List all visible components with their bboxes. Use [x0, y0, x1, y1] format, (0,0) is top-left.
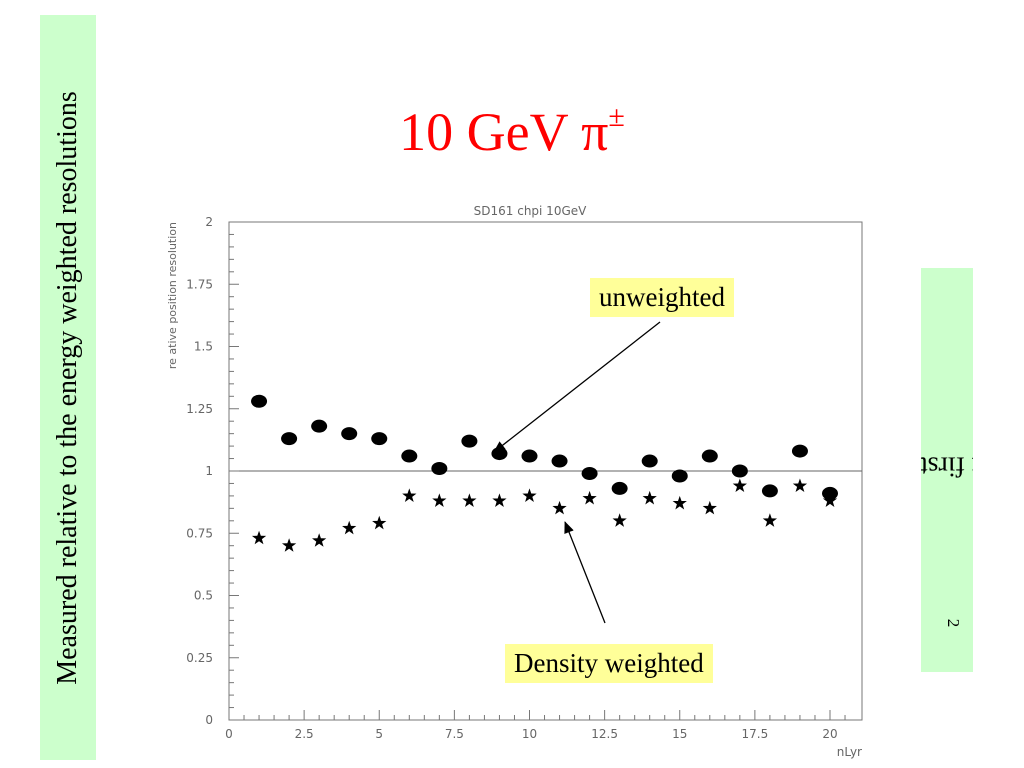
density-weighted-point [672, 495, 687, 510]
slide-title: 10 GeV π± [0, 100, 1024, 162]
density-weighted-point [732, 478, 747, 493]
left-note-box: Measured relative to the energy weighted… [40, 15, 96, 760]
y-tick-label: 0.5 [194, 589, 213, 603]
unweighted-point [311, 419, 328, 433]
y-tick-label: 0.75 [186, 526, 213, 540]
density-weighted-callout: Density weighted [505, 644, 713, 684]
density-weighted-point [372, 515, 387, 530]
x-tick-label: 10 [522, 727, 537, 741]
x-tick-label: 7.5 [445, 727, 464, 741]
x-tick-label: 17.5 [742, 727, 769, 741]
unweighted-point [611, 481, 628, 495]
density-weighted-point [582, 490, 597, 505]
density-weighted-point [492, 493, 507, 507]
x-tick-label: 5 [375, 727, 383, 741]
density-weighted-point [702, 500, 717, 515]
unweighted-point [431, 462, 448, 476]
unweighted-point [521, 449, 538, 463]
slide-title-text: 10 GeV π [399, 102, 609, 162]
unweighted-point [371, 432, 388, 446]
x-tick-label: 15 [672, 727, 687, 741]
density-weighted-point [792, 478, 808, 493]
y-tick-label: 0.25 [186, 651, 213, 665]
y-tick-label: 0 [205, 713, 213, 727]
unweighted-point [641, 454, 658, 468]
unweighted-point [401, 449, 418, 463]
y-tick-label: 1.25 [186, 402, 213, 416]
density-weighted-point [342, 520, 357, 535]
density-weighted-point [402, 488, 417, 502]
chart-title: SD161 chpi 10GeV [474, 204, 587, 218]
unweighted-point [701, 449, 718, 463]
unweighted-point [491, 447, 508, 461]
unweighted-arrow [493, 321, 661, 453]
unweighted-point [281, 432, 298, 446]
unweighted-point [731, 464, 748, 478]
unweighted-point [761, 484, 778, 498]
y-tick-label: 1.75 [186, 277, 213, 291]
right-note-box: Cell area at first layer=9cm2 [921, 268, 973, 672]
density-weighted-point [462, 493, 477, 507]
slide-title-superscript: ± [608, 100, 625, 133]
unweighted-callout: unweighted [590, 278, 734, 318]
x-tick-label: 12.5 [591, 727, 618, 741]
density-weighted-point [822, 493, 838, 507]
unweighted-point [671, 469, 688, 483]
density-weighted-point [552, 500, 567, 515]
unweighted-point [791, 444, 808, 458]
y-tick-label: 2 [205, 215, 213, 229]
density-weighted-point [612, 513, 627, 527]
density-weighted-point [312, 533, 327, 547]
data-points [251, 394, 838, 552]
y-tick-label: 1.5 [194, 340, 213, 354]
unweighted-point [581, 466, 598, 480]
callout-arrows [493, 321, 661, 624]
unweighted-point [551, 454, 568, 468]
y-axis-label: re ative position resolution [166, 222, 179, 369]
y-tick-label: 1 [205, 464, 213, 478]
unweighted-point [461, 434, 478, 448]
density-weighted-point [251, 530, 267, 545]
unweighted-point [251, 394, 268, 408]
density-weighted-arrow [564, 521, 606, 624]
density-weighted-point [432, 493, 447, 507]
x-tick-label: 0 [225, 727, 233, 741]
density-weighted-point [762, 513, 778, 527]
x-axis-label: nLyr [837, 745, 862, 759]
unweighted-point [341, 427, 358, 441]
density-weighted-point [522, 488, 537, 502]
density-weighted-point [281, 538, 297, 552]
x-tick-label: 2.5 [295, 727, 314, 741]
density-weighted-point [642, 490, 657, 505]
x-tick-label: 20 [822, 727, 837, 741]
